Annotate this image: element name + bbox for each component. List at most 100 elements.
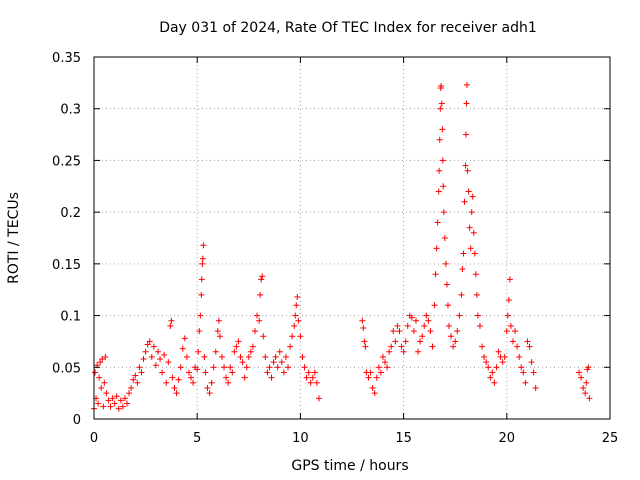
- data-point: [190, 379, 197, 386]
- data-point: [237, 353, 244, 360]
- data-point: [260, 333, 267, 340]
- data-point: [474, 312, 481, 319]
- data-point: [117, 397, 124, 404]
- data-point: [204, 384, 211, 391]
- data-point: [460, 250, 467, 257]
- data-point: [264, 369, 271, 376]
- data-point: [202, 369, 209, 376]
- data-point: [444, 302, 451, 309]
- data-point: [105, 397, 112, 404]
- data-point: [532, 384, 539, 391]
- data-point: [96, 374, 103, 381]
- data-point: [257, 291, 264, 298]
- data-point: [208, 379, 215, 386]
- data-point: [241, 374, 248, 381]
- data-point: [394, 322, 401, 329]
- data-point: [469, 193, 476, 200]
- data-point: [311, 369, 318, 376]
- data-point: [196, 328, 203, 335]
- data-point: [297, 333, 304, 340]
- data-point: [221, 364, 228, 371]
- data-point: [495, 348, 502, 355]
- data-point: [446, 322, 453, 329]
- data-point: [113, 393, 120, 400]
- data-point: [95, 400, 102, 407]
- data-point: [461, 198, 468, 205]
- data-point: [452, 338, 459, 345]
- data-point: [398, 343, 405, 350]
- data-point: [305, 369, 312, 376]
- data-point: [231, 348, 238, 355]
- data-point: [278, 359, 285, 366]
- data-point: [102, 353, 109, 360]
- data-point: [463, 100, 470, 107]
- data-point: [421, 322, 428, 329]
- data-point: [210, 364, 217, 371]
- data-point: [100, 403, 107, 410]
- data-point: [427, 328, 434, 335]
- data-point: [301, 364, 308, 371]
- data-point: [165, 359, 172, 366]
- data-point: [157, 356, 164, 363]
- data-point: [462, 131, 469, 138]
- data-point: [223, 374, 230, 381]
- data-point: [291, 322, 298, 329]
- data-point: [441, 235, 448, 241]
- data-point: [144, 341, 151, 348]
- data-point: [146, 338, 153, 345]
- data-point: [423, 312, 430, 319]
- data-point: [440, 183, 447, 190]
- data-point: [274, 364, 281, 371]
- data-point: [199, 260, 206, 267]
- data-point: [197, 312, 204, 319]
- y-tick-label: 0.35: [52, 51, 81, 66]
- y-tick-label: 0.2: [60, 206, 81, 221]
- data-point: [471, 250, 478, 257]
- data-point: [456, 312, 463, 319]
- data-point: [251, 328, 258, 335]
- data-point: [439, 157, 446, 164]
- data-point: [390, 328, 397, 335]
- data-point: [282, 353, 289, 360]
- data-point: [489, 369, 496, 376]
- data-point: [168, 317, 175, 324]
- data-point: [199, 255, 206, 262]
- data-point: [516, 353, 523, 360]
- data-point: [185, 369, 192, 376]
- data-point: [377, 369, 384, 376]
- data-point: [198, 291, 205, 298]
- axis-ticks: [93, 56, 611, 420]
- data-point: [247, 348, 254, 355]
- data-point: [359, 317, 366, 324]
- data-point: [309, 374, 316, 381]
- data-point: [315, 395, 322, 402]
- data-point: [206, 390, 213, 397]
- data-point: [195, 348, 202, 355]
- data-point: [126, 390, 133, 397]
- data-point: [465, 188, 472, 195]
- data-point: [466, 224, 473, 231]
- data-point: [379, 353, 386, 360]
- data-point: [369, 384, 376, 391]
- data-point: [458, 291, 465, 298]
- data-point: [463, 81, 470, 88]
- data-point: [476, 322, 483, 329]
- data-point: [214, 328, 221, 335]
- data-point: [583, 379, 590, 386]
- data-point: [392, 338, 399, 345]
- data-point: [462, 162, 469, 169]
- data-point: [142, 348, 149, 355]
- data-point: [503, 328, 510, 335]
- data-point: [522, 379, 529, 386]
- plot-frame: [93, 56, 611, 420]
- data-point: [472, 271, 479, 278]
- data-point: [501, 353, 508, 360]
- data-point: [365, 374, 372, 381]
- tick-labels: 0 5 10 15 20 25 0 0.05 0.1 0.15 0.2 0.25 0.3 0.35: [52, 51, 618, 446]
- data-point: [468, 209, 475, 216]
- data-point: [438, 82, 445, 89]
- data-point: [194, 366, 201, 373]
- data-point: [276, 348, 283, 355]
- data-point: [450, 343, 457, 350]
- x-axis-label: GPS time / hours: [291, 458, 408, 474]
